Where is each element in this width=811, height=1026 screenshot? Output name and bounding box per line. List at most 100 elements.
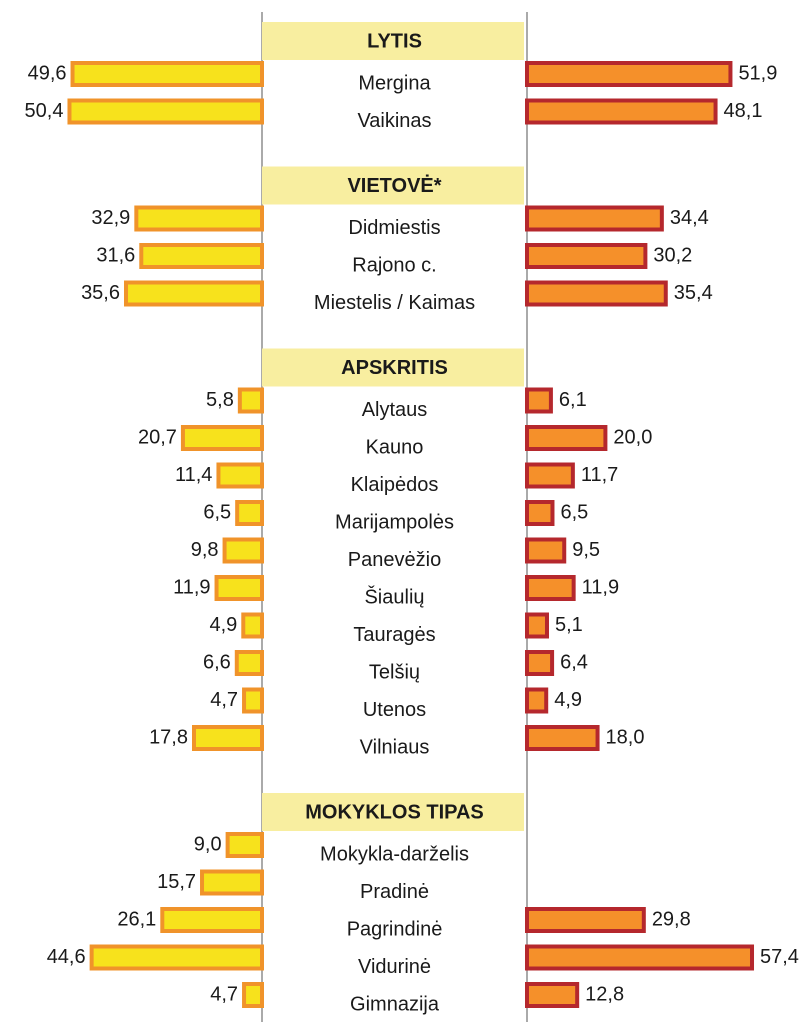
bar-left — [237, 387, 264, 414]
value-label: 9,8 — [191, 539, 219, 561]
value-label: 12,8 — [585, 983, 624, 1005]
bar-right — [525, 500, 555, 526]
category-label: Rajono c. — [352, 254, 437, 276]
bar-left — [70, 61, 264, 87]
bar-right — [525, 612, 549, 639]
bar-right — [525, 982, 580, 1008]
bar-right — [525, 725, 600, 751]
bar-left — [139, 243, 264, 269]
value-label: 15,7 — [157, 871, 196, 893]
category-label: Vidurinė — [358, 956, 431, 978]
value-label: 50,4 — [25, 100, 64, 122]
category-label: Mergina — [358, 72, 431, 94]
category-label: Tauragės — [353, 624, 435, 646]
category-label: Šiaulių — [364, 585, 424, 608]
group-header: VIETOVĖ* — [347, 174, 441, 197]
bar-left — [225, 832, 264, 858]
value-label: 4,7 — [210, 689, 238, 711]
bar-right — [525, 425, 608, 451]
bar-left — [242, 982, 265, 1008]
group-header-bg — [262, 348, 524, 387]
bar-right — [525, 387, 553, 414]
value-label: 30,2 — [653, 244, 692, 266]
category-label: Kauno — [366, 436, 424, 458]
value-label: 20,0 — [613, 426, 652, 448]
value-label: 48,1 — [724, 100, 763, 122]
category-label: Didmiestis — [348, 217, 440, 239]
bar-left — [242, 687, 265, 714]
bar-right — [525, 205, 664, 232]
category-label: Pagrindinė — [347, 918, 443, 940]
value-label: 11,4 — [175, 464, 212, 486]
bar-left — [134, 205, 265, 232]
value-label: 11,9 — [173, 576, 210, 598]
bar-right — [525, 243, 648, 269]
bar-right — [525, 687, 549, 714]
bar-right — [525, 907, 646, 933]
bar-left — [214, 575, 265, 601]
value-label: 18,0 — [606, 726, 645, 748]
bar-right — [525, 61, 733, 87]
group-header-bg — [262, 793, 524, 831]
category-label: Utenos — [363, 699, 426, 721]
bar-right — [525, 462, 575, 489]
category-label: Vilniaus — [360, 736, 430, 758]
value-label: 6,5 — [203, 501, 231, 523]
bar-right — [525, 944, 755, 971]
bar-right — [525, 575, 576, 601]
bar-right — [525, 650, 555, 676]
bar-left — [222, 537, 264, 564]
value-label: 51,9 — [738, 62, 777, 84]
category-label: Klaipėdos — [351, 474, 439, 496]
value-label: 4,9 — [209, 614, 237, 636]
bar-left — [234, 650, 264, 676]
group-header: APSKRITIS — [341, 357, 448, 379]
bar-left — [160, 907, 265, 933]
value-label: 5,1 — [555, 614, 583, 636]
value-label: 9,0 — [194, 833, 222, 855]
value-label: 5,8 — [206, 389, 234, 411]
value-label: 4,7 — [210, 983, 238, 1005]
value-label: 26,1 — [117, 908, 156, 930]
category-label: Panevėžio — [348, 549, 441, 571]
bar-left — [200, 869, 264, 896]
category-label: Mokykla-darželis — [320, 843, 469, 865]
value-label: 20,7 — [138, 426, 177, 448]
value-label: 9,5 — [572, 539, 600, 561]
value-label: 6,1 — [559, 389, 587, 411]
bar-left — [235, 500, 264, 526]
bar-left — [67, 98, 264, 125]
category-label: Marijampolės — [335, 511, 454, 533]
value-label: 6,5 — [560, 501, 588, 523]
category-label: Gimnazija — [350, 993, 440, 1015]
value-label: 11,9 — [582, 576, 619, 598]
bar-left — [124, 280, 265, 307]
bar-left — [216, 462, 264, 489]
category-label: Alytaus — [362, 399, 428, 421]
group-header-bg — [262, 166, 524, 205]
category-label: Miestelis / Kaimas — [314, 292, 475, 314]
value-label: 6,4 — [560, 651, 588, 673]
value-label: 4,9 — [554, 689, 582, 711]
value-label: 35,4 — [674, 282, 713, 304]
bar-left — [241, 612, 264, 639]
value-label: 35,6 — [81, 282, 120, 304]
bar-right — [525, 280, 668, 307]
bar-right — [525, 98, 718, 125]
value-label: 49,6 — [28, 62, 67, 84]
category-label: Vaikinas — [357, 110, 431, 132]
group-header-bg — [262, 22, 524, 60]
value-label: 57,4 — [760, 946, 799, 968]
value-label: 17,8 — [149, 726, 188, 748]
value-label: 44,6 — [47, 946, 86, 968]
value-label: 32,9 — [91, 207, 130, 229]
value-label: 29,8 — [652, 908, 691, 930]
value-label: 11,7 — [581, 464, 618, 486]
bar-left — [89, 944, 264, 971]
category-label: Telšių — [369, 661, 420, 683]
group-header: LYTIS — [367, 30, 422, 52]
bar-left — [192, 725, 264, 751]
category-label: Pradinė — [360, 881, 429, 903]
group-header: MOKYKLOS TIPAS — [305, 801, 484, 823]
